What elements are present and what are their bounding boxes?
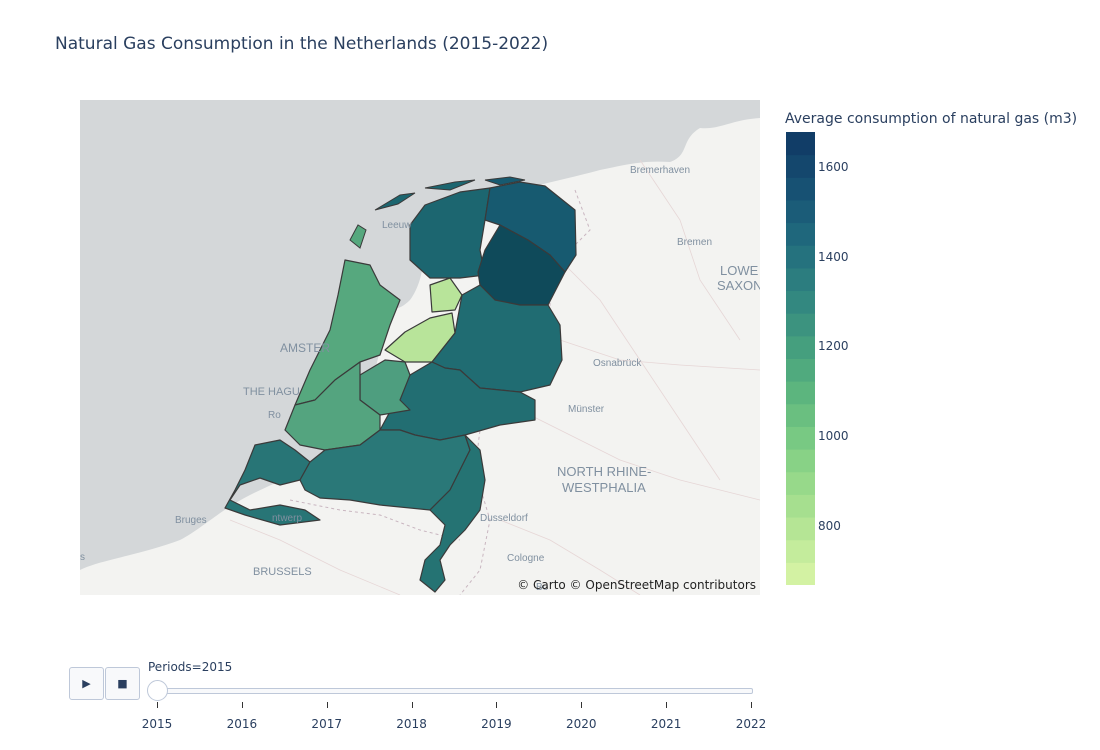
slider-step-label[interactable]: 2022 — [735, 717, 767, 731]
colorbar-segment — [786, 449, 815, 473]
slider-tick — [411, 702, 413, 708]
label-bruges: Bruges — [175, 515, 207, 526]
colorbar-segment — [786, 245, 815, 269]
colorbar-segment — [786, 381, 815, 405]
label-munster: Münster — [568, 404, 605, 415]
region-flevoland[interactable] — [384, 312, 456, 363]
colorbar-segment — [786, 267, 815, 292]
map-view[interactable]: Bremerhaven Bremen LOWE SAXON Leeuw AMST… — [80, 100, 760, 595]
slider-current-label: Periods=2015 — [148, 660, 233, 674]
colorbar-segment — [786, 154, 815, 178]
colorbar-segment — [786, 539, 815, 563]
colorbar-segment — [786, 471, 815, 495]
colorbar-segment — [786, 132, 815, 156]
label-lowe: LOWE — [720, 263, 759, 278]
region-zuid-holland[interactable] — [284, 361, 381, 451]
label-cologne: Cologne — [507, 553, 545, 564]
slider-tick — [751, 702, 752, 708]
region-friesland[interactable] — [409, 187, 491, 279]
label-nrw1: NORTH RHINE- — [557, 464, 651, 479]
colorbar-segment — [786, 335, 815, 359]
slider-step-label[interactable]: 2018 — [396, 717, 427, 731]
label-dusseldorf: Dusseldorf — [480, 513, 528, 524]
map-svg: Bremerhaven Bremen LOWE SAXON Leeuw AMST… — [80, 100, 760, 595]
label-antwerp: ntwerp — [272, 513, 302, 524]
label-brussels: BRUSSELS — [253, 566, 312, 578]
slider-tick — [496, 702, 498, 708]
play-button[interactable]: ▶ — [69, 667, 104, 700]
colorbar-tick-label: 1200 — [818, 339, 849, 354]
colorbar-segment — [786, 494, 815, 518]
region-flevoland-north[interactable] — [429, 277, 463, 313]
map-labels: Bremerhaven Bremen LOWE SAXON Leeuw AMST… — [80, 165, 760, 593]
colorbar-segment — [786, 517, 815, 541]
slider-handle[interactable] — [147, 680, 168, 701]
slider-rail[interactable] — [157, 688, 753, 694]
wadden-islands — [349, 176, 526, 249]
label-bremerhaven: Bremerhaven — [630, 165, 690, 176]
slider-tick — [241, 702, 243, 708]
colorbar-tick-label: 800 — [818, 518, 841, 533]
label-osnabruck: Osnabrück — [593, 358, 642, 369]
colorbar-tick-label: 1000 — [818, 428, 849, 443]
colorbar-segment — [786, 177, 815, 201]
slider-step-label[interactable]: 2016 — [226, 717, 258, 731]
colorbar-segment — [786, 222, 815, 246]
label-bremen: Bremen — [677, 237, 712, 248]
label-s: s — [80, 552, 85, 563]
colorbar-segment — [786, 403, 815, 427]
road-lines — [229, 159, 760, 595]
label-saxon: SAXON — [717, 278, 760, 293]
colorbar-segment — [786, 426, 815, 450]
label-leeuw: Leeuw — [382, 220, 412, 231]
province-layer — [224, 181, 577, 593]
label-hague: THE HAGU — [243, 386, 300, 398]
label-nrw2: WESTPHALIA — [562, 480, 646, 495]
slider-step-label[interactable]: 2021 — [650, 717, 682, 731]
slider-step-label[interactable]: 2019 — [481, 717, 512, 731]
colorbar-tick-label: 1600 — [818, 159, 849, 174]
slider-step-label[interactable]: 2020 — [566, 717, 597, 731]
slider-step-label[interactable]: 2015 — [141, 717, 173, 731]
colorbar — [786, 132, 815, 585]
label-bo: Bo — [536, 582, 549, 593]
slider-tick — [581, 702, 583, 708]
colorbar-segment — [786, 313, 815, 337]
slider-tick — [157, 702, 158, 708]
stop-button[interactable]: ■ — [105, 667, 140, 700]
colorbar-segment — [786, 562, 815, 585]
chart-title: Natural Gas Consumption in the Netherlan… — [55, 34, 549, 54]
colorbar-tick-label: 1400 — [818, 249, 849, 264]
slider-tick — [326, 702, 328, 708]
colorbar-segment — [786, 199, 815, 224]
colorbar-segment — [786, 290, 815, 314]
label-amster: AMSTER — [280, 341, 330, 355]
label-ro: Ro — [268, 410, 281, 421]
slider-step-label[interactable]: 2017 — [311, 717, 342, 731]
colorbar-title: Average consumption of natural gas (m3) — [785, 111, 1078, 127]
region-limburg[interactable] — [419, 434, 486, 593]
north-sea — [80, 100, 760, 570]
slider-tick — [666, 702, 668, 708]
map-attribution: © Carto © OpenStreetMap contributors — [517, 578, 756, 592]
colorbar-segment — [786, 358, 815, 382]
